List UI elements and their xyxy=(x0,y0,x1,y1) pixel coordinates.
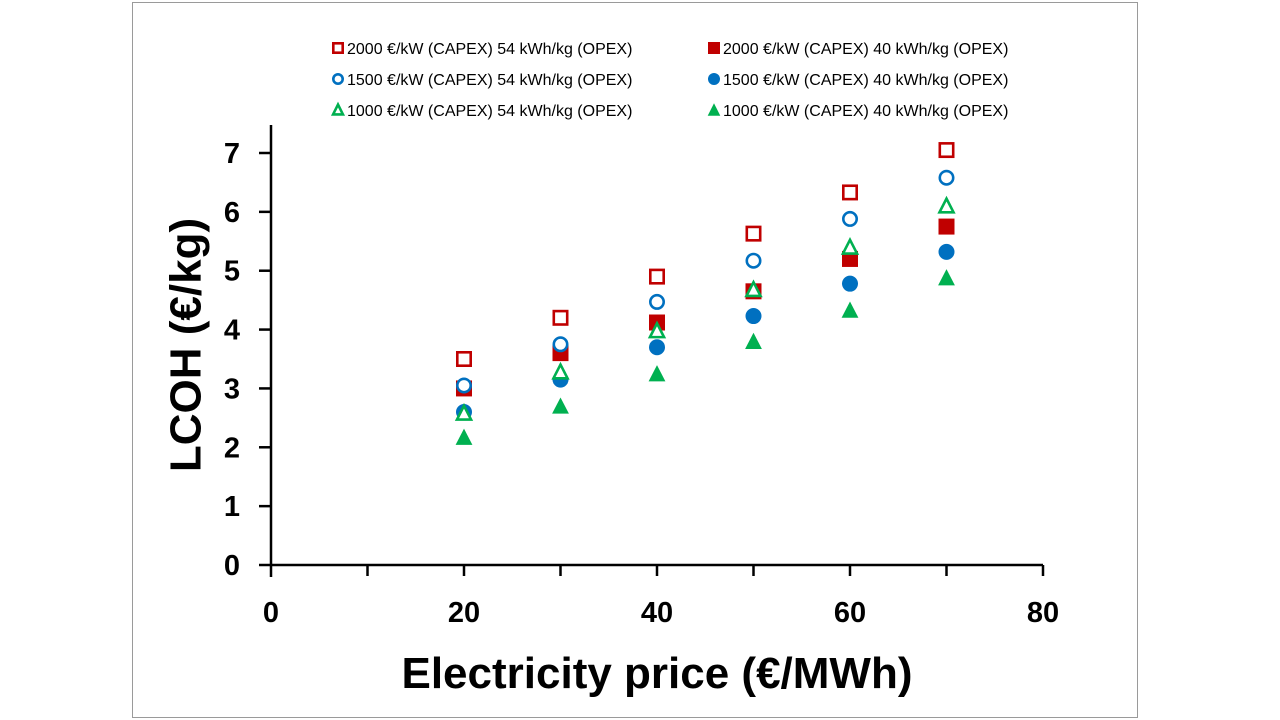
series-1000-kw-capex-54-kwh-kg-opex xyxy=(454,195,956,421)
legend-entry: 1500 €/kW (CAPEX) 54 kWh/kg (OPEX) xyxy=(331,72,632,89)
data-point xyxy=(745,332,762,349)
data-point xyxy=(552,397,569,414)
data-point xyxy=(745,225,762,242)
legend-marker-square xyxy=(708,42,720,54)
data-point xyxy=(938,169,955,186)
legend-label: 1000 €/kW (CAPEX) 54 kWh/kg (OPEX) xyxy=(347,103,632,120)
data-point xyxy=(937,195,956,214)
legend-marker-triangle xyxy=(330,101,346,116)
y-tick-label: 0 xyxy=(224,550,240,582)
y-tick-label: 7 xyxy=(224,138,240,170)
chart-area xyxy=(132,2,1138,718)
data-point xyxy=(745,252,762,269)
data-point xyxy=(938,243,955,260)
x-tick-label: 40 xyxy=(641,597,673,629)
data-point xyxy=(840,236,860,255)
legend-label: 1500 €/kW (CAPEX) 54 kWh/kg (OPEX) xyxy=(347,72,632,89)
series-2000-kw-capex-40-kwh-kg-opex xyxy=(456,218,955,397)
tick-labels: 0 1 2 3 4 5 6 7 0 20 40 60 80 xyxy=(224,138,1059,629)
legend-marker-circle xyxy=(708,73,720,85)
data-point xyxy=(455,377,472,394)
data-point xyxy=(647,320,667,339)
data-point xyxy=(648,268,665,285)
y-axis-title: LCOH (€/kg) xyxy=(162,218,211,472)
data-point xyxy=(455,350,472,367)
data-point xyxy=(648,365,666,382)
legend-label: 1500 €/kW (CAPEX) 40 kWh/kg (OPEX) xyxy=(723,72,1008,89)
x-tick-label: 80 xyxy=(1027,597,1059,629)
data-point xyxy=(745,308,762,325)
legend-label: 2000 €/kW (CAPEX) 54 kWh/kg (OPEX) xyxy=(347,41,632,58)
x-tick-label: 60 xyxy=(834,597,866,629)
y-tick-label: 6 xyxy=(224,197,240,229)
data-point xyxy=(938,269,955,286)
data-point xyxy=(648,293,665,310)
series-1500-kw-capex-54-kwh-kg-opex xyxy=(455,169,955,394)
data-point xyxy=(938,218,955,235)
data-point xyxy=(552,309,569,326)
x-tick-label: 0 xyxy=(263,597,279,629)
ticks xyxy=(259,151,1045,576)
series-2000-kw-capex-54-kwh-kg-opex xyxy=(455,142,955,367)
data-point xyxy=(649,339,665,356)
data-point xyxy=(455,428,473,445)
y-tick-label: 3 xyxy=(224,373,240,405)
y-tick-label: 2 xyxy=(224,432,240,464)
x-axis-title: Electricity price (€/MWh) xyxy=(401,649,912,698)
data-point xyxy=(938,142,955,159)
legend-entry: 2000 €/kW (CAPEX) 54 kWh/kg (OPEX) xyxy=(331,41,632,58)
data-point xyxy=(841,301,859,318)
x-tick-label: 20 xyxy=(448,597,480,629)
data-point xyxy=(552,336,569,353)
series-1500-kw-capex-40-kwh-kg-opex xyxy=(456,243,955,420)
data-point xyxy=(744,279,763,298)
data-point xyxy=(841,210,858,227)
legend-entry: 1000 €/kW (CAPEX) 54 kWh/kg (OPEX) xyxy=(330,101,632,120)
data-point xyxy=(841,184,858,201)
y-tick-label: 5 xyxy=(224,256,240,288)
y-tick-label: 1 xyxy=(224,491,240,523)
legend-entry: 2000 €/kW (CAPEX) 40 kWh/kg (OPEX) xyxy=(708,41,1008,58)
legend-marker-triangle xyxy=(707,103,721,116)
data-point xyxy=(454,402,474,421)
data-point xyxy=(842,250,858,267)
legend-label: 1000 €/kW (CAPEX) 40 kWh/kg (OPEX) xyxy=(723,103,1008,120)
y-tick-label: 4 xyxy=(224,315,240,347)
data-point xyxy=(842,275,858,292)
legend: 2000 €/kW (CAPEX) 54 kWh/kg (OPEX) 2000 €… xyxy=(330,41,1008,120)
data-point xyxy=(551,361,570,380)
legend-label: 2000 €/kW (CAPEX) 40 kWh/kg (OPEX) xyxy=(723,41,1008,58)
legend-entry: 1000 €/kW (CAPEX) 40 kWh/kg (OPEX) xyxy=(707,103,1008,120)
legend-marker-circle xyxy=(331,73,344,86)
data-points xyxy=(454,142,956,445)
legend-marker-square xyxy=(331,41,344,54)
legend-entry: 1500 €/kW (CAPEX) 40 kWh/kg (OPEX) xyxy=(708,72,1008,89)
series-1000-kw-capex-40-kwh-kg-opex xyxy=(455,269,955,445)
